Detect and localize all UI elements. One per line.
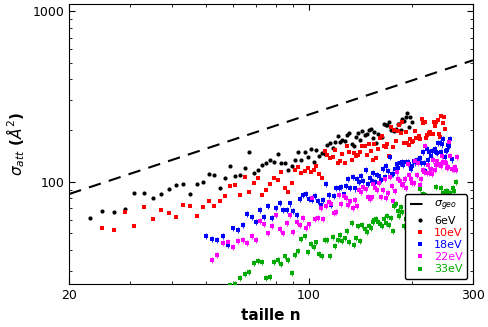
$\sigma_{geo}$ — [398, 82, 404, 86]
$\sigma_{geo}$ — [73, 190, 79, 194]
$\sigma_{geo}$ — [66, 192, 72, 196]
$\sigma_{geo}$ — [469, 58, 475, 62]
X-axis label: taille n: taille n — [241, 308, 300, 323]
$\sigma_{geo}$ — [455, 63, 461, 67]
$\sigma_{geo}$ — [446, 66, 451, 70]
Y-axis label: $\sigma_{att}$ ($\AA^2$): $\sigma_{att}$ ($\AA^2$) — [4, 112, 27, 177]
$\sigma_{geo}$ — [402, 80, 408, 84]
Line: $\sigma_{geo}$: $\sigma_{geo}$ — [69, 60, 472, 194]
$\sigma_{geo}$ — [398, 82, 404, 86]
Legend: $\sigma_{geo}$, 6eV, 10eV, 18eV, 22eV, 33eV: $\sigma_{geo}$, 6eV, 10eV, 18eV, 22eV, 3… — [405, 195, 467, 279]
